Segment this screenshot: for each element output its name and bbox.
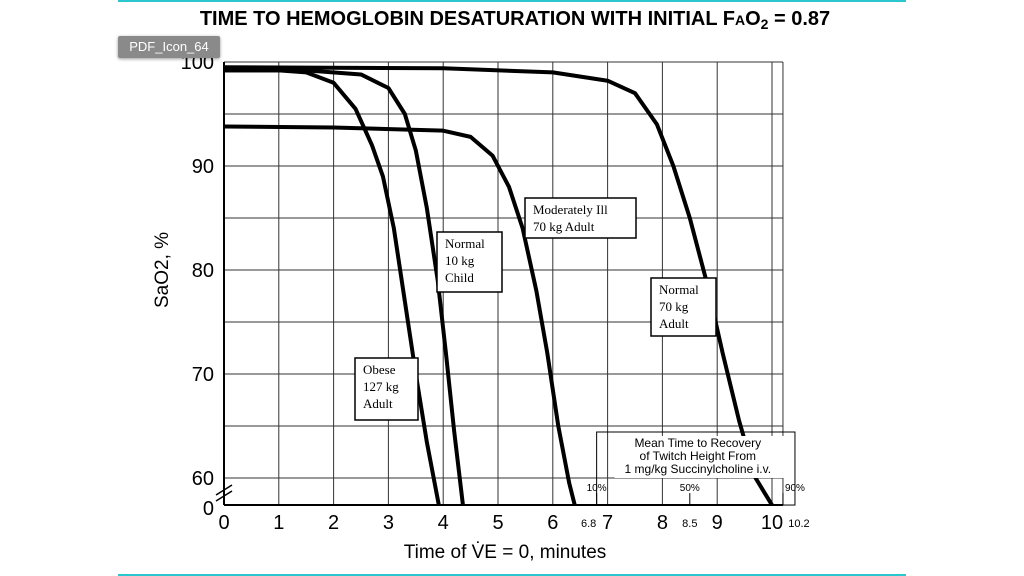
annotation-box bbox=[596, 431, 796, 506]
series-label-text: Obese bbox=[363, 362, 396, 377]
series-label-box: Normal 10 kg Child bbox=[436, 231, 503, 293]
series-label-text: Adult bbox=[659, 316, 689, 331]
chart-title: TIME TO HEMOGLOBIN DESATURATION WITH INI… bbox=[200, 8, 830, 32]
series-label-text: 127 kg bbox=[363, 379, 399, 394]
series-label-text: 10 kg bbox=[445, 253, 475, 268]
curve-moderately-ill-70-kg-adult bbox=[223, 124, 577, 506]
y-axis-label: SaO2, % bbox=[152, 232, 173, 308]
x-tick-label: 1 bbox=[273, 512, 284, 534]
annotation-percent-label: 10% bbox=[587, 483, 607, 494]
annotation-time-label: 6.8 bbox=[581, 518, 596, 530]
series-label-box: Obese 127 kg Adult bbox=[354, 357, 419, 421]
bottom-accent-rule bbox=[118, 574, 906, 576]
label-box-border bbox=[524, 197, 637, 239]
annotation-percent-label: 50% bbox=[680, 483, 700, 494]
label-box-border bbox=[436, 231, 503, 293]
x-tick-label: 6 bbox=[547, 512, 558, 534]
x-tick-label: 4 bbox=[438, 512, 449, 534]
axis-break-mark bbox=[215, 484, 233, 496]
series-label-text: 70 kg bbox=[659, 299, 689, 314]
y-tick-label: 70 bbox=[192, 364, 214, 386]
x-tick-label: 9 bbox=[712, 512, 723, 534]
x-tick-label: 2 bbox=[328, 512, 339, 534]
curve-normal-10-kg-child bbox=[224, 68, 465, 506]
y-tick-label: 60 bbox=[192, 468, 214, 490]
x-tick-label: 10 bbox=[761, 512, 783, 534]
label-box-border bbox=[354, 357, 419, 421]
annotation-text-background bbox=[614, 436, 793, 478]
label-box-border bbox=[650, 277, 717, 337]
series-label-text: Child bbox=[445, 270, 474, 285]
series-label-text: Normal bbox=[445, 236, 485, 251]
x-tick-label: 0 bbox=[218, 512, 229, 534]
x-tick-label: 7 bbox=[602, 512, 613, 534]
annotation-text: 1 mg/kg Succinylcholine i.v. bbox=[625, 462, 772, 476]
axis-break-mark bbox=[215, 490, 233, 502]
x-axis-label: Time of V̇E = 0, minutes bbox=[404, 542, 607, 563]
curve-normal-70-kg-adult bbox=[223, 65, 774, 507]
annotation-percent-label: 90% bbox=[785, 483, 805, 494]
annotation-time-label: 8.5 bbox=[682, 518, 697, 530]
annotation-text: of Twitch Height From bbox=[640, 449, 756, 463]
series-label-text: Normal bbox=[659, 282, 699, 297]
y-tick-label: 90 bbox=[192, 156, 214, 178]
curve-obese-127-kg-adult bbox=[224, 68, 441, 506]
annotation-text: Mean Time to Recovery bbox=[634, 436, 761, 450]
y-break-label: 0 bbox=[203, 498, 214, 520]
tooltip: PDF_Icon_64 bbox=[118, 36, 220, 58]
top-accent-rule bbox=[118, 0, 906, 2]
x-tick-label: 5 bbox=[492, 512, 503, 534]
series-label-text: Adult bbox=[363, 396, 393, 411]
x-tick-label: 8 bbox=[657, 512, 668, 534]
series-label-text: 70 kg Adult bbox=[533, 219, 595, 234]
series-label-text: Moderately Ill bbox=[533, 202, 608, 217]
y-tick-label: 80 bbox=[192, 260, 214, 282]
series-label-box: Normal 70 kg Adult bbox=[650, 277, 717, 337]
x-tick-label: 3 bbox=[383, 512, 394, 534]
series-label-box: Moderately Ill 70 kg Adult bbox=[524, 197, 637, 239]
annotation-time-label: 10.2 bbox=[788, 518, 809, 530]
